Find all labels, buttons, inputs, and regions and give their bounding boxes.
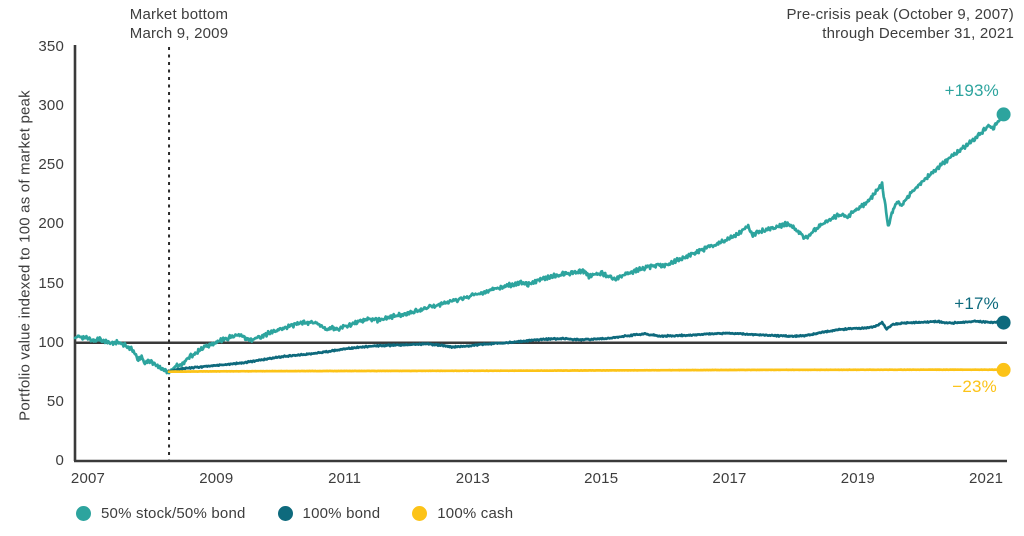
chart-title-line2: through December 31, 2021 bbox=[822, 25, 1014, 42]
series-line-1 bbox=[73, 113, 1005, 375]
end-label-cash: −23% bbox=[952, 377, 997, 396]
x-tick-label-2019: 2019 bbox=[840, 470, 875, 487]
y-tick-label-300: 300 bbox=[38, 97, 64, 115]
legend-label-bond: 100% bond bbox=[302, 505, 381, 522]
y-tick-label-250: 250 bbox=[38, 156, 64, 174]
legend-label-stock-bond: 50% stock/50% bond bbox=[101, 505, 246, 522]
market-bottom-annotation-line1: Market bottom bbox=[129, 6, 229, 23]
legend-item-bond: 100% bond bbox=[277, 505, 381, 522]
series-line-3 bbox=[167, 368, 1005, 374]
y-tick-label-0: 0 bbox=[55, 452, 64, 469]
market-bottom-annotation: Market bottom March 9, 2009 bbox=[96, 5, 262, 43]
x-tick-label-2009: 2009 bbox=[199, 470, 234, 487]
x-tick-label-2013: 2013 bbox=[455, 470, 490, 487]
x-tick-label-2011: 2011 bbox=[328, 470, 362, 487]
x-tick-label-2017: 2017 bbox=[712, 470, 747, 487]
y-tick-label-350: 350 bbox=[38, 38, 64, 55]
y-tick-label-50: 50 bbox=[46, 392, 64, 410]
series-end-dot-2 bbox=[996, 315, 1011, 330]
x-tick-label-2021: 2021 bbox=[969, 470, 1004, 487]
market-bottom-annotation-line2: March 9, 2009 bbox=[129, 25, 229, 42]
y-tick-label-200: 200 bbox=[38, 215, 64, 233]
x-tick-label-2007: 2007 bbox=[70, 470, 106, 487]
legend-dot-darkteal-icon bbox=[277, 506, 293, 521]
chart-title-line1: Pre-crisis peak (October 9, 2007) bbox=[786, 6, 1014, 23]
end-label-bond: +17% bbox=[954, 294, 999, 313]
legend-dot-teal-icon bbox=[76, 506, 91, 521]
x-tick-label-2015: 2015 bbox=[584, 470, 619, 487]
series-line-2 bbox=[167, 319, 1005, 374]
legend-dot-yellow-icon bbox=[412, 506, 428, 521]
legend-item-stock-bond: 50% stock/50% bond bbox=[76, 505, 246, 522]
legend-item-cash: 100% cash bbox=[412, 505, 513, 522]
y-tick-label-150: 150 bbox=[38, 274, 64, 292]
chart-legend: 50% stock/50% bond 100% bond 100% cash bbox=[76, 505, 513, 522]
legend-label-cash: 100% cash bbox=[437, 505, 514, 522]
end-label-stock-bond: +193% bbox=[944, 81, 999, 100]
chart-title: Pre-crisis peak (October 9, 2007) throug… bbox=[786, 5, 1014, 43]
series-end-dot-1 bbox=[996, 107, 1011, 122]
series-end-dot-3 bbox=[996, 362, 1011, 377]
y-tick-label-100: 100 bbox=[38, 333, 64, 351]
